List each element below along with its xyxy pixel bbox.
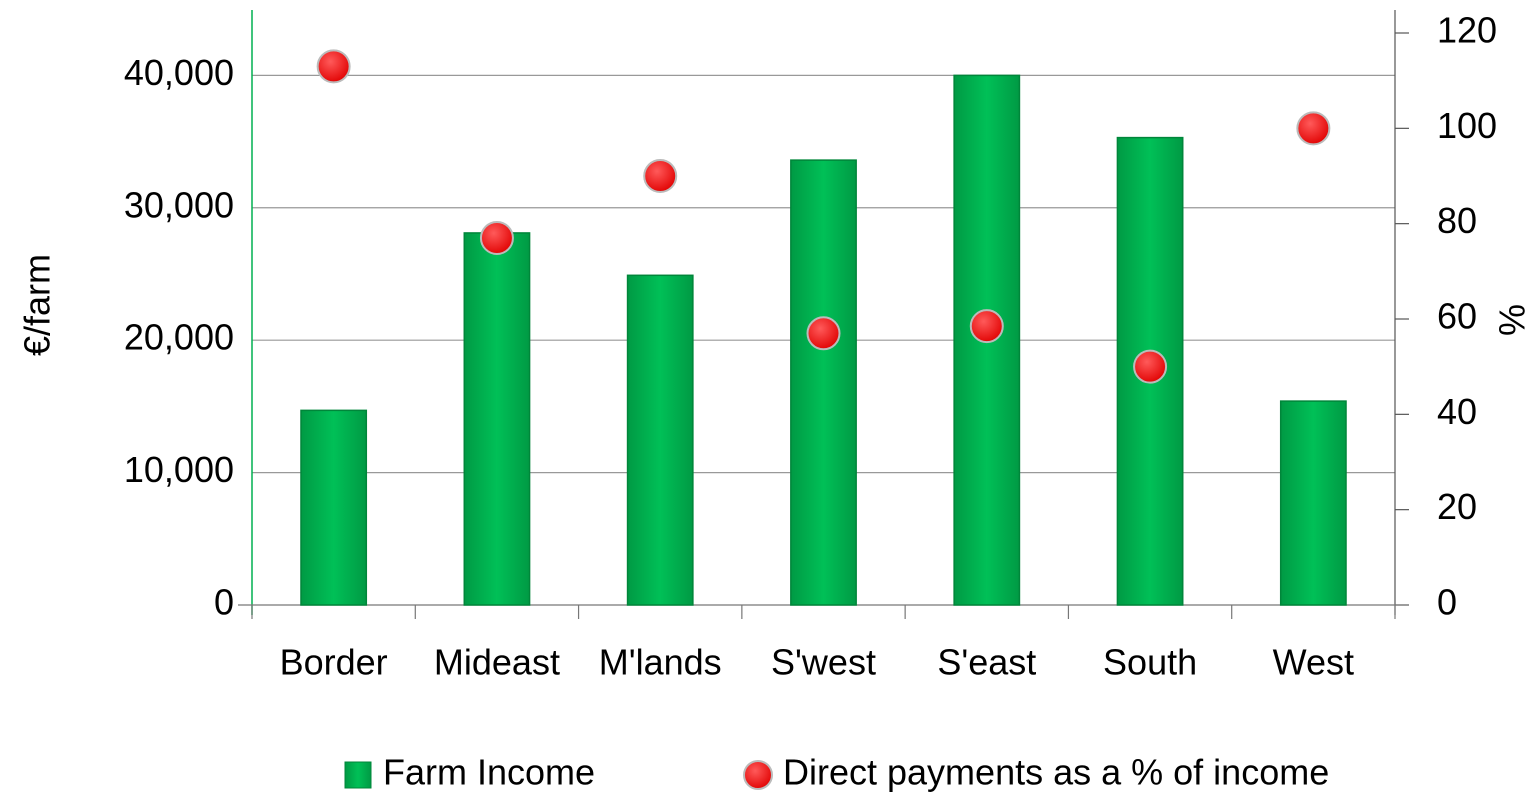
- bar: [300, 409, 368, 606]
- x-tick-label: S'west: [771, 642, 876, 683]
- dot: [1296, 111, 1331, 146]
- legend-label: Direct payments as a % of income: [783, 752, 1329, 793]
- y2-axis-label: %: [1492, 304, 1533, 336]
- y-tick-label: 30,000: [124, 184, 234, 225]
- y2-tick-label: 20: [1437, 486, 1477, 527]
- dot: [1133, 349, 1168, 384]
- y2-tick-label: 60: [1437, 296, 1477, 337]
- bar: [463, 232, 531, 606]
- x-tick-label: M'lands: [599, 642, 722, 683]
- y-axis-label: €/farm: [17, 254, 58, 356]
- y2-tick-label: 100: [1437, 105, 1497, 146]
- y2-tick-label: 40: [1437, 391, 1477, 432]
- x-tick-label: West: [1273, 642, 1354, 683]
- y2-tick-label: 0: [1437, 582, 1457, 623]
- x-tick-label: South: [1103, 642, 1197, 683]
- x-tick-label: S'east: [937, 642, 1036, 683]
- y-tick-label: 10,000: [124, 449, 234, 490]
- y-tick-label: 40,000: [124, 52, 234, 93]
- y2-tick-label: 120: [1437, 10, 1497, 51]
- dot: [969, 309, 1004, 344]
- bar: [1279, 400, 1347, 606]
- dot: [479, 220, 514, 255]
- dot: [806, 316, 841, 351]
- legend-swatch: [743, 760, 773, 790]
- bar: [790, 159, 857, 606]
- y2-tick-label: 80: [1437, 200, 1477, 241]
- legend-swatch: [344, 761, 372, 789]
- y-tick-label: 20,000: [124, 317, 234, 358]
- y-tick-label: 0: [214, 582, 234, 623]
- dot: [316, 49, 351, 84]
- x-tick-label: Mideast: [434, 642, 560, 683]
- x-tick-label: Border: [280, 642, 388, 683]
- bar: [626, 274, 694, 606]
- dot: [643, 159, 678, 193]
- bar: [1116, 136, 1184, 606]
- legend-label: Farm Income: [383, 752, 595, 793]
